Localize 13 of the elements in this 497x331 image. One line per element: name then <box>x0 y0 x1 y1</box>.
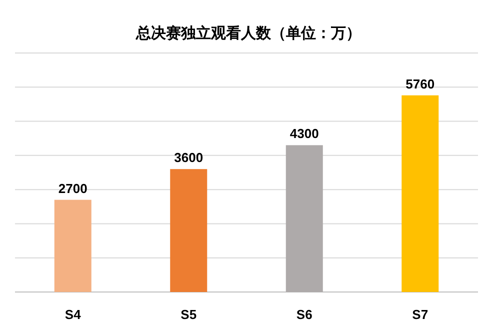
data-label: 3600 <box>174 150 204 166</box>
chart-title: 总决赛独立观看人数（单位：万） <box>135 24 361 42</box>
x-tick-label: S6 <box>296 307 312 322</box>
data-label: 5760 <box>406 76 435 92</box>
data-label: 2700 <box>58 180 88 196</box>
bar <box>286 145 323 292</box>
data-label: 4300 <box>290 126 319 142</box>
bar <box>54 200 92 292</box>
bar <box>170 169 208 292</box>
x-tick-label: S7 <box>412 307 428 322</box>
bar <box>402 95 439 292</box>
x-tick-label: S4 <box>64 307 82 322</box>
x-tick-label: S5 <box>180 307 197 322</box>
